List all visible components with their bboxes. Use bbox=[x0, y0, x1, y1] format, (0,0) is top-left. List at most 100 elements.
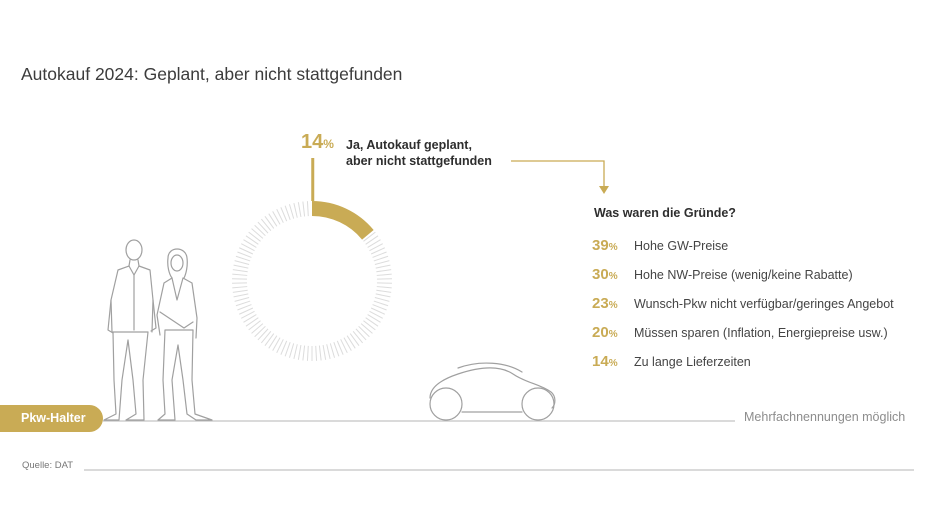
donut-tick bbox=[374, 297, 390, 302]
share-number: 14 bbox=[301, 131, 324, 153]
donut-tick bbox=[333, 342, 340, 357]
reason-label: Wunsch-Pkw nicht verfügbar/geringes Ange… bbox=[634, 297, 894, 311]
donut-tick bbox=[355, 328, 367, 341]
share-unit: % bbox=[323, 137, 334, 151]
donut-tick bbox=[318, 345, 322, 361]
donut-tick bbox=[373, 300, 389, 307]
reason-label: Müssen sparen (Inflation, Energiepreise … bbox=[634, 326, 888, 340]
donut-tick bbox=[243, 239, 257, 248]
donut-tick bbox=[280, 207, 288, 222]
donut-tick bbox=[374, 260, 390, 265]
share-value: 14% bbox=[301, 131, 334, 154]
donut-tick bbox=[248, 231, 261, 242]
share-label: Ja, Autokauf geplant, aber nicht stattge… bbox=[346, 137, 492, 169]
donut-tick bbox=[363, 320, 376, 331]
reason-number: 30 bbox=[592, 266, 609, 283]
donut-tick bbox=[251, 323, 264, 334]
donut-tick bbox=[254, 224, 266, 237]
woman-figure-icon bbox=[156, 248, 213, 421]
donut-tick bbox=[241, 310, 255, 319]
donut-tick bbox=[358, 325, 370, 338]
reason-label: Zu lange Lieferzeiten bbox=[634, 355, 751, 369]
donut-tick bbox=[376, 286, 392, 289]
reason-number: 39 bbox=[592, 237, 609, 254]
donut-tick bbox=[260, 331, 272, 344]
donut-tick bbox=[343, 337, 352, 351]
donut-tick bbox=[306, 201, 309, 217]
donut-tick bbox=[360, 323, 373, 334]
donut-tick bbox=[363, 231, 376, 242]
car-outline-icon bbox=[429, 362, 556, 421]
donut-tick bbox=[232, 289, 248, 293]
donut-tick bbox=[276, 208, 284, 223]
donut-tick bbox=[284, 342, 291, 357]
donut-tick bbox=[276, 339, 284, 354]
donut-tick bbox=[336, 340, 344, 355]
donut-tick bbox=[288, 204, 295, 219]
donut-tick bbox=[264, 215, 275, 229]
donut-tick bbox=[340, 339, 348, 354]
reason-item: 39% Hohe GW-Preise bbox=[592, 237, 728, 254]
donut-tick bbox=[241, 243, 255, 252]
donut-tick bbox=[372, 251, 387, 258]
donut-tick bbox=[370, 247, 385, 255]
donut-tick bbox=[367, 239, 381, 248]
reason-unit: % bbox=[608, 271, 618, 282]
donut-tick bbox=[365, 317, 379, 327]
donut-tick bbox=[243, 314, 257, 323]
reason-value: 39% bbox=[592, 237, 634, 254]
donut-tick bbox=[376, 273, 392, 276]
donut-tick bbox=[235, 255, 251, 262]
reason-label: Hohe GW-Preise bbox=[634, 239, 729, 253]
reason-value: 20% bbox=[592, 324, 634, 341]
donut-tick bbox=[245, 317, 259, 327]
reason-label: Hohe NW-Preise (wenig/keine Rabatte) bbox=[634, 268, 853, 282]
share-label-line-2: aber nicht stattgefunden bbox=[346, 154, 492, 168]
donut-tick bbox=[288, 343, 295, 358]
donut-tick bbox=[369, 310, 383, 319]
reason-value: 14% bbox=[592, 353, 634, 370]
arrowhead-icon bbox=[599, 186, 609, 194]
donut-tick bbox=[233, 293, 249, 298]
donut-tick bbox=[234, 260, 250, 265]
reason-unit: % bbox=[608, 300, 618, 311]
donut-tick bbox=[272, 337, 281, 351]
donut-tick bbox=[369, 243, 383, 252]
donut-tick bbox=[235, 300, 251, 307]
donut-tick bbox=[372, 304, 387, 311]
donut-tick bbox=[280, 340, 288, 355]
reason-value: 30% bbox=[592, 266, 634, 283]
source-note: Quelle: DAT bbox=[22, 460, 74, 471]
donut-track-ticks bbox=[232, 201, 392, 361]
donut-tick bbox=[254, 325, 266, 338]
reason-unit: % bbox=[608, 242, 618, 253]
donut-tick bbox=[260, 218, 272, 231]
pkw-halter-badge: Pkw-Halter bbox=[0, 405, 103, 432]
reason-value: 23% bbox=[592, 295, 634, 312]
connector-arrow-line bbox=[511, 160, 605, 187]
donut-tick bbox=[297, 344, 302, 360]
donut-tick bbox=[268, 213, 278, 227]
donut-tick bbox=[272, 211, 281, 225]
reason-item: 30% Hohe NW-Preise (wenig/keine Rabatte) bbox=[592, 266, 853, 283]
donut-tick bbox=[257, 221, 269, 234]
donut-tick bbox=[365, 235, 379, 245]
donut-tick bbox=[234, 297, 250, 302]
donut-tick bbox=[297, 202, 302, 218]
donut-tick bbox=[302, 345, 306, 361]
reason-unit: % bbox=[608, 329, 618, 340]
donut-tick bbox=[302, 201, 306, 217]
donut-tick bbox=[315, 345, 318, 361]
reason-number: 20 bbox=[592, 324, 609, 341]
donut-share-arc bbox=[311, 201, 374, 240]
donut-tick bbox=[375, 264, 391, 269]
donut-tick bbox=[322, 344, 327, 360]
donut-tick bbox=[237, 304, 252, 311]
reason-number: 14 bbox=[592, 353, 609, 370]
donut-tick bbox=[370, 307, 385, 315]
reasons-heading: Was waren die Gründe? bbox=[594, 206, 736, 220]
donut-tick bbox=[248, 320, 261, 331]
donut-tick bbox=[346, 335, 356, 349]
